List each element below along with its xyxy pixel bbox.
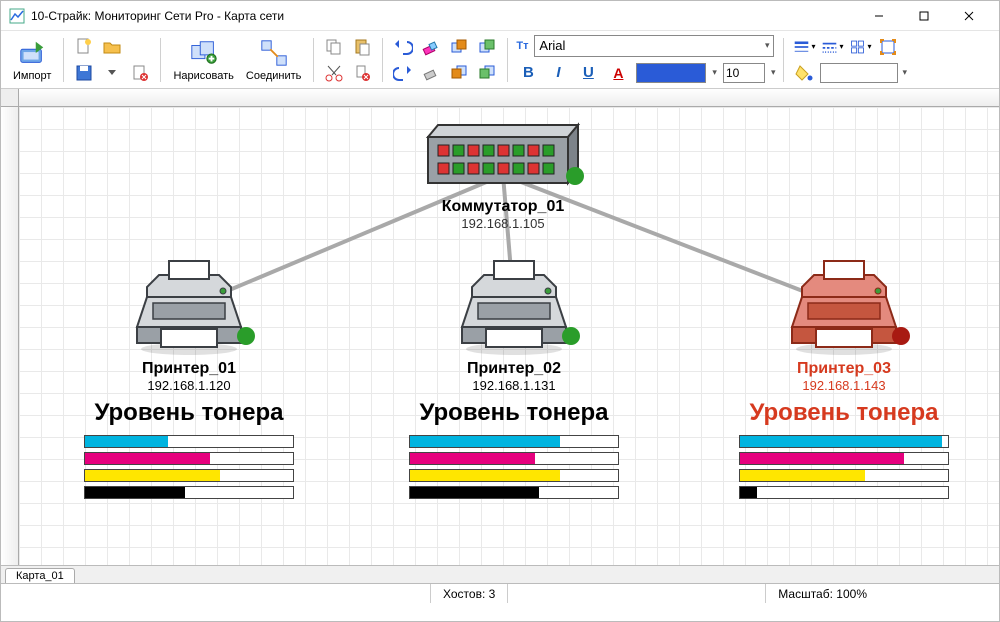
import-label: Импорт — [13, 70, 51, 82]
toolbar-draw-group: Нарисовать — [169, 37, 237, 82]
printer-name: Принтер_01 — [39, 360, 339, 378]
status-hosts: Хостов: 3 — [431, 584, 508, 603]
status-dot — [892, 327, 910, 345]
erase-alt-button[interactable] — [419, 61, 443, 85]
toner-bar — [739, 452, 949, 465]
bring-front-button[interactable] — [447, 35, 471, 59]
canvas-area: Коммутатор_01192.168.1.105 Принтер_01 19… — [1, 89, 999, 583]
save-button[interactable] — [72, 61, 96, 85]
map-tab[interactable]: Карта_01 — [5, 568, 75, 583]
font-color-button[interactable]: A — [606, 61, 630, 85]
connect-button[interactable] — [258, 37, 290, 69]
minimize-button[interactable] — [856, 1, 901, 31]
toner-bar — [739, 486, 949, 499]
copy-button[interactable] — [322, 35, 346, 59]
switch-name: Коммутатор_01 — [418, 198, 588, 216]
window-title: 10-Страйк: Мониторинг Сети Pro - Карта с… — [31, 9, 856, 23]
import-button[interactable] — [16, 37, 48, 69]
titlebar: 10-Страйк: Мониторинг Сети Pro - Карта с… — [1, 1, 999, 31]
toolbar-connect-group: Соединить — [242, 37, 306, 82]
ruler-vertical — [1, 107, 19, 583]
status-bar: Хостов: 3 Масштаб: 100% — [1, 583, 999, 603]
toner-bars — [364, 435, 664, 499]
printer-ip: 192.168.1.131 — [364, 378, 664, 393]
printer-node[interactable]: Принтер_03 192.168.1.143 Уровень тонера — [694, 257, 994, 499]
toner-bar — [409, 486, 619, 499]
toner-bar — [409, 435, 619, 448]
maximize-button[interactable] — [901, 1, 946, 31]
bring-front-green-button[interactable] — [475, 35, 499, 59]
printer-ip: 192.168.1.143 — [694, 378, 994, 393]
delete-button[interactable] — [350, 61, 374, 85]
toner-title: Уровень тонера — [694, 399, 994, 427]
font-color-chip[interactable] — [636, 63, 706, 83]
line-style-button[interactable]: ▾ — [792, 35, 816, 59]
underline-button[interactable]: U — [576, 61, 600, 85]
toner-bar — [409, 469, 619, 482]
font-size-select[interactable] — [723, 63, 765, 83]
undo-button[interactable] — [391, 35, 415, 59]
send-back-button[interactable] — [447, 61, 471, 85]
status-dot — [562, 327, 580, 345]
toner-bar — [84, 469, 294, 482]
toolbar-import-group: Импорт — [9, 37, 55, 82]
group-select-button[interactable]: ▾ — [848, 35, 872, 59]
redo-button[interactable] — [391, 61, 415, 85]
status-dot — [566, 167, 584, 185]
tab-bar: Карта_01 — [1, 565, 999, 583]
toner-bar — [739, 435, 949, 448]
delete-map-button[interactable] — [128, 61, 152, 85]
toner-bar — [739, 469, 949, 482]
status-zoom: Масштаб: 100% — [765, 584, 879, 603]
close-button[interactable] — [946, 1, 991, 31]
fit-button[interactable] — [876, 35, 900, 59]
toner-title: Уровень тонера — [39, 399, 339, 427]
printer-name: Принтер_02 — [364, 360, 664, 378]
printer-name: Принтер_03 — [694, 360, 994, 378]
switch-node[interactable]: Коммутатор_01192.168.1.105 — [418, 115, 588, 231]
bold-button[interactable]: B — [516, 61, 540, 85]
font-family-icon: Tᴛ — [516, 40, 528, 52]
italic-button[interactable]: I — [546, 61, 570, 85]
toolbar: Импорт Нарисовать Соединить — [1, 31, 999, 89]
toner-title: Уровень тонера — [364, 399, 664, 427]
printer-ip: 192.168.1.120 — [39, 378, 339, 393]
app-icon — [9, 8, 25, 24]
status-dot — [237, 327, 255, 345]
toner-bar — [84, 452, 294, 465]
map-canvas[interactable]: Коммутатор_01192.168.1.105 Принтер_01 19… — [19, 107, 999, 565]
paste-button[interactable] — [350, 35, 374, 59]
switch-ip: 192.168.1.105 — [418, 216, 588, 231]
send-back-green-button[interactable] — [475, 61, 499, 85]
font-family-select[interactable] — [534, 35, 774, 57]
cut-button[interactable] — [322, 61, 346, 85]
toner-bar — [84, 435, 294, 448]
ruler-corner — [1, 89, 19, 107]
new-button[interactable] — [72, 35, 96, 59]
toner-bars — [39, 435, 339, 499]
toner-bar — [409, 452, 619, 465]
draw-label: Нарисовать — [173, 70, 233, 82]
printer-node[interactable]: Принтер_01 192.168.1.120 Уровень тонера — [39, 257, 339, 499]
toner-bars — [694, 435, 994, 499]
printer-node[interactable]: Принтер_02 192.168.1.131 Уровень тонера — [364, 257, 664, 499]
save-dropdown-button[interactable] — [100, 61, 124, 85]
fill-color-chip[interactable] — [820, 63, 898, 83]
ruler-horizontal — [19, 89, 999, 107]
toner-bar — [84, 486, 294, 499]
erase-button[interactable] — [419, 35, 443, 59]
dash-style-button[interactable]: ▾ — [820, 35, 844, 59]
fill-button[interactable] — [792, 61, 816, 85]
draw-button[interactable] — [188, 37, 220, 69]
connect-label: Соединить — [246, 70, 302, 82]
open-button[interactable] — [100, 35, 124, 59]
